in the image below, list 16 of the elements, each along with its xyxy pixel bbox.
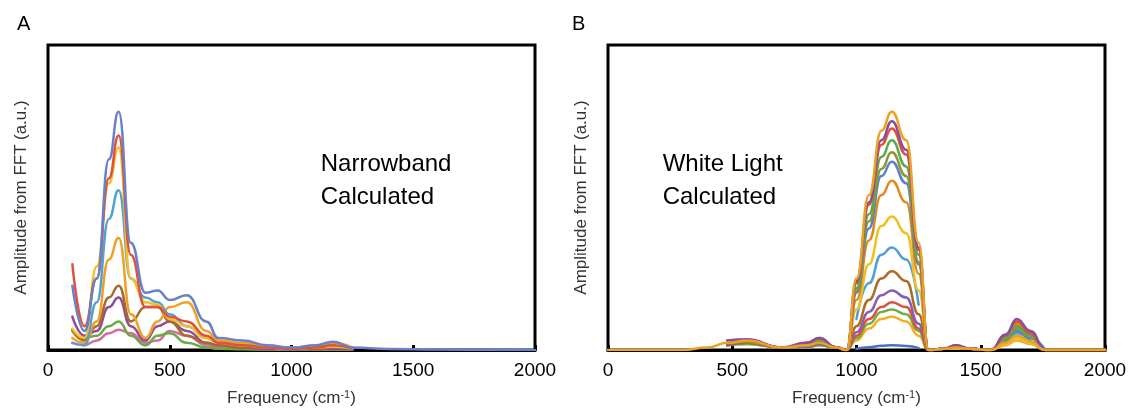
annotation: Narrowband Calculated	[320, 148, 459, 209]
x-tick-label: 500	[716, 359, 749, 380]
chart-title: A	[17, 12, 31, 34]
chart-title: B	[572, 12, 586, 34]
x-tick-label: 2000	[1083, 359, 1127, 380]
x-tick-label: 0	[602, 359, 614, 380]
y-axis-title: Amplitude from FFT (a.u.)	[10, 100, 30, 295]
x-tick-label: 1500	[392, 359, 435, 380]
x-tick-label: 2000	[513, 359, 557, 380]
annotation: White Light Calculated	[662, 148, 790, 209]
x-tick-label: 500	[153, 359, 186, 380]
x-tick-label: 0	[42, 359, 54, 380]
y-axis-title: Amplitude from FFT (a.u.)	[570, 100, 590, 295]
x-tick-label: 1000	[835, 359, 878, 380]
x-tick-label: 1500	[959, 359, 1002, 380]
x-tick-label: 1000	[270, 359, 313, 380]
